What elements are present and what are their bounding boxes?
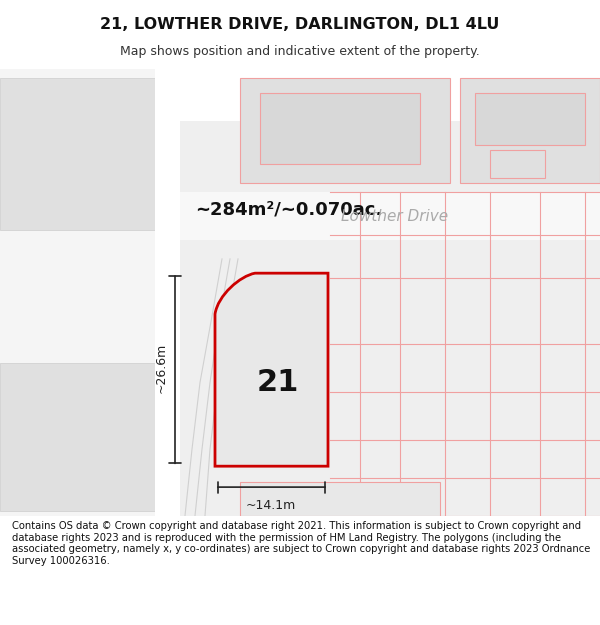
Bar [490,149,545,178]
Text: ~26.6m: ~26.6m [155,343,168,393]
Text: ~14.1m: ~14.1m [246,499,296,511]
Text: ~284m²/~0.070ac.: ~284m²/~0.070ac. [195,201,382,219]
Bar [460,78,600,183]
Bar [240,482,440,516]
Bar [170,69,600,516]
Bar [0,78,155,231]
Bar [170,69,600,121]
Bar [155,69,180,516]
Text: Lowther Drive: Lowther Drive [341,209,449,224]
Bar [0,364,155,511]
Text: 21, LOWTHER DRIVE, DARLINGTON, DL1 4LU: 21, LOWTHER DRIVE, DARLINGTON, DL1 4LU [100,17,500,32]
Bar [170,192,600,240]
Bar [475,92,585,145]
Text: Contains OS data © Crown copyright and database right 2021. This information is : Contains OS data © Crown copyright and d… [12,521,590,566]
Text: Map shows position and indicative extent of the property.: Map shows position and indicative extent… [120,45,480,58]
Bar [240,78,450,183]
Text: 21: 21 [257,368,299,397]
Bar [260,92,420,164]
PathPatch shape [215,273,328,466]
